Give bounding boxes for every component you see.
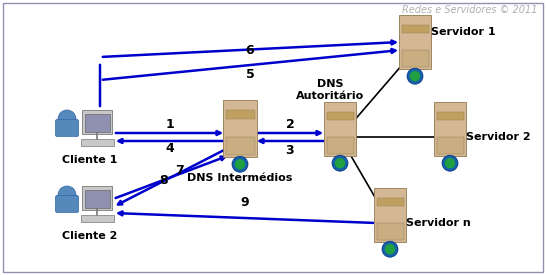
Text: 7: 7 bbox=[175, 164, 184, 177]
Text: 5: 5 bbox=[246, 68, 254, 81]
FancyBboxPatch shape bbox=[324, 102, 356, 156]
Circle shape bbox=[382, 241, 398, 257]
Circle shape bbox=[411, 72, 419, 81]
Text: 6: 6 bbox=[246, 45, 254, 57]
FancyBboxPatch shape bbox=[223, 100, 257, 157]
FancyBboxPatch shape bbox=[56, 120, 79, 136]
FancyBboxPatch shape bbox=[327, 137, 353, 154]
FancyBboxPatch shape bbox=[85, 189, 110, 208]
Circle shape bbox=[407, 68, 423, 84]
Text: Servidor 1: Servidor 1 bbox=[431, 27, 496, 37]
FancyBboxPatch shape bbox=[401, 50, 429, 67]
Text: DNS Intermédios: DNS Intermédios bbox=[187, 173, 293, 183]
Circle shape bbox=[235, 160, 245, 169]
FancyBboxPatch shape bbox=[80, 139, 114, 145]
FancyBboxPatch shape bbox=[436, 137, 464, 154]
Text: Cliente 1: Cliente 1 bbox=[62, 155, 118, 165]
Text: 8: 8 bbox=[159, 175, 168, 188]
FancyBboxPatch shape bbox=[56, 196, 79, 213]
Text: DNS
Autoritário: DNS Autoritário bbox=[296, 79, 364, 101]
FancyBboxPatch shape bbox=[225, 110, 254, 119]
FancyBboxPatch shape bbox=[434, 102, 466, 156]
Circle shape bbox=[385, 245, 395, 254]
Text: Cliente 2: Cliente 2 bbox=[62, 231, 118, 241]
FancyBboxPatch shape bbox=[401, 24, 429, 33]
Circle shape bbox=[442, 155, 458, 171]
Text: 4: 4 bbox=[165, 142, 174, 155]
Text: Redes e Servidores © 2011: Redes e Servidores © 2011 bbox=[402, 5, 538, 15]
FancyBboxPatch shape bbox=[377, 197, 403, 206]
Text: Servidor 2: Servidor 2 bbox=[466, 132, 531, 142]
Circle shape bbox=[58, 186, 76, 204]
Text: 9: 9 bbox=[240, 197, 249, 210]
FancyBboxPatch shape bbox=[327, 112, 353, 120]
Circle shape bbox=[446, 159, 454, 168]
Text: 1: 1 bbox=[165, 119, 174, 131]
Text: 2: 2 bbox=[286, 117, 294, 131]
Circle shape bbox=[58, 110, 76, 128]
Circle shape bbox=[232, 156, 248, 172]
FancyBboxPatch shape bbox=[82, 110, 112, 134]
FancyBboxPatch shape bbox=[82, 186, 112, 210]
Text: Servidor n: Servidor n bbox=[406, 218, 471, 228]
Circle shape bbox=[335, 159, 345, 168]
Circle shape bbox=[332, 155, 348, 171]
FancyBboxPatch shape bbox=[85, 114, 110, 131]
FancyBboxPatch shape bbox=[225, 137, 254, 155]
FancyBboxPatch shape bbox=[436, 112, 464, 120]
FancyBboxPatch shape bbox=[399, 15, 431, 69]
FancyBboxPatch shape bbox=[80, 214, 114, 221]
FancyBboxPatch shape bbox=[377, 223, 403, 240]
Text: 3: 3 bbox=[286, 144, 294, 156]
FancyBboxPatch shape bbox=[374, 188, 406, 242]
